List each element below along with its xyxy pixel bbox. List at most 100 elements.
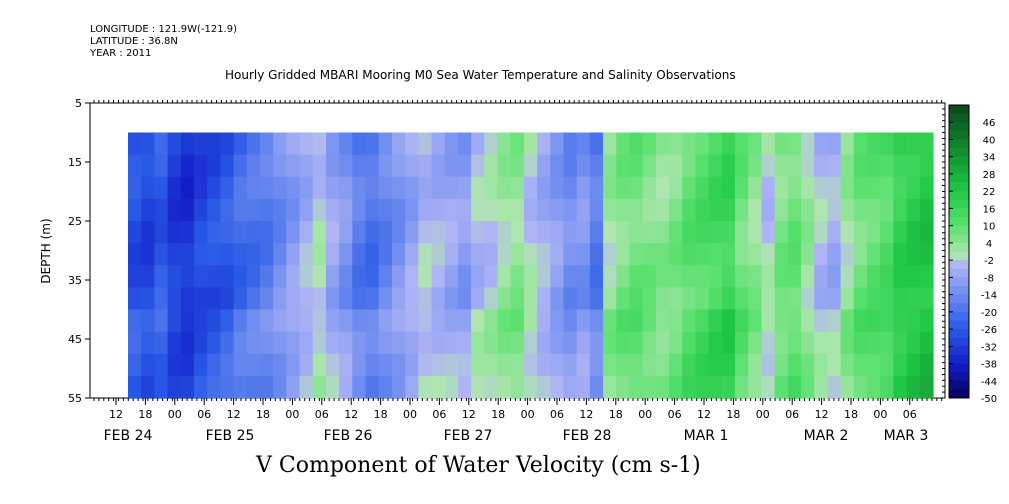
colorbar-swatch — [949, 148, 969, 158]
heatmap-cell — [695, 221, 710, 244]
heatmap-cell — [484, 309, 499, 333]
heatmap-cell — [128, 331, 142, 355]
heatmap-cell — [233, 154, 248, 178]
heatmap-cell — [510, 243, 525, 266]
heatmap-cell — [510, 353, 525, 377]
heatmap-cell — [418, 221, 433, 244]
heatmap-cell — [233, 265, 248, 288]
heatmap-cell — [365, 132, 380, 156]
heatmap-cell — [840, 154, 855, 178]
heatmap-cell — [391, 198, 406, 222]
heatmap-cell — [801, 154, 815, 178]
heatmap-cell — [735, 198, 749, 222]
heatmap-cell — [893, 198, 908, 222]
heatmap-cell — [510, 265, 525, 288]
heatmap-cell — [339, 154, 353, 178]
heatmap-cell — [880, 265, 895, 288]
colorbar-label: 46 — [983, 118, 996, 129]
heatmap-cell — [484, 353, 499, 377]
colorbar-swatch — [949, 173, 969, 183]
heatmap-cell — [299, 265, 314, 288]
heatmap-cell — [814, 331, 829, 355]
heatmap-cell — [906, 265, 921, 288]
heatmap-cell — [695, 243, 710, 266]
heatmap-cell — [893, 221, 908, 244]
heatmap-cell — [708, 176, 723, 200]
heatmap-cell — [708, 243, 723, 266]
heatmap-cell — [761, 353, 776, 377]
heatmap-cell — [642, 132, 657, 156]
x-tick-label: 06 — [432, 408, 446, 421]
heatmap-cell — [523, 243, 538, 266]
heatmap-cell — [391, 265, 406, 288]
heatmap-cell — [761, 331, 776, 355]
heatmap-cell — [141, 132, 155, 156]
heatmap-cell — [616, 154, 631, 178]
heatmap-cell — [814, 198, 829, 222]
heatmap-cell — [141, 243, 155, 266]
x-axis-label: V Component of Water Velocity (cm s-1) — [256, 453, 701, 478]
heatmap-cell — [128, 176, 142, 200]
heatmap-cell — [721, 287, 736, 311]
heatmap-cell — [246, 221, 261, 244]
heatmap-cell — [418, 176, 433, 200]
heatmap-cell — [431, 265, 446, 288]
colorbar-swatch — [949, 260, 969, 270]
colorbar-label: -38 — [981, 360, 997, 371]
heatmap-field — [128, 132, 934, 399]
colorbar-swatch — [949, 217, 969, 227]
colorbar-swatch — [949, 199, 969, 209]
heatmap-cell — [339, 331, 353, 355]
heatmap-cell — [814, 265, 829, 288]
x-tick-label: 18 — [844, 408, 858, 421]
heatmap-cell — [167, 176, 182, 200]
heatmap-cell — [523, 287, 538, 311]
heatmap-cell — [352, 243, 367, 266]
colorbar-label: -14 — [981, 291, 997, 302]
heatmap-cell — [418, 309, 433, 333]
heatmap-cell — [365, 176, 380, 200]
heatmap-cell — [880, 309, 895, 333]
heatmap-cell — [840, 221, 855, 244]
heatmap-cell — [603, 154, 617, 178]
heatmap-cell — [919, 287, 934, 311]
x-tick-label: 06 — [197, 408, 211, 421]
heatmap-cell — [669, 176, 683, 200]
heatmap-cell — [510, 176, 525, 200]
heatmap-cell — [246, 353, 261, 377]
heatmap-cell — [193, 176, 208, 200]
heatmap-cell — [180, 132, 195, 156]
heatmap-cell — [655, 309, 670, 333]
heatmap-cell — [339, 353, 353, 377]
heatmap-cell — [431, 353, 446, 377]
heatmap-cell — [695, 132, 710, 156]
heatmap-cell — [919, 243, 934, 266]
heatmap-cell — [391, 176, 406, 200]
heatmap-cell — [220, 132, 235, 156]
heatmap-cell — [141, 221, 155, 244]
heatmap-cell — [180, 309, 195, 333]
heatmap-cell — [378, 331, 393, 355]
colorbar-swatch — [949, 234, 969, 244]
heatmap-cell — [180, 331, 195, 355]
heatmap-cell — [391, 287, 406, 311]
colorbar-swatch — [949, 165, 969, 175]
heatmap-cell — [616, 221, 631, 244]
heatmap-cell — [207, 243, 221, 266]
heatmap-cell — [444, 154, 459, 178]
colorbar-label: 22 — [983, 187, 996, 198]
heatmap-cell — [682, 287, 697, 311]
heatmap-cell — [259, 198, 274, 222]
heatmap-cell — [589, 176, 604, 200]
heatmap-cell — [563, 309, 578, 333]
heatmap-cell — [774, 353, 789, 377]
heatmap-cell — [484, 287, 499, 311]
heatmap-cell — [444, 375, 459, 399]
heatmap-cell — [352, 132, 367, 156]
heatmap-cell — [853, 154, 868, 178]
heatmap-cell — [550, 265, 565, 288]
heatmap-cell — [154, 375, 169, 399]
heatmap-cell — [378, 287, 393, 311]
heatmap-cell — [497, 132, 512, 156]
x-tick-label: 00 — [756, 408, 770, 421]
